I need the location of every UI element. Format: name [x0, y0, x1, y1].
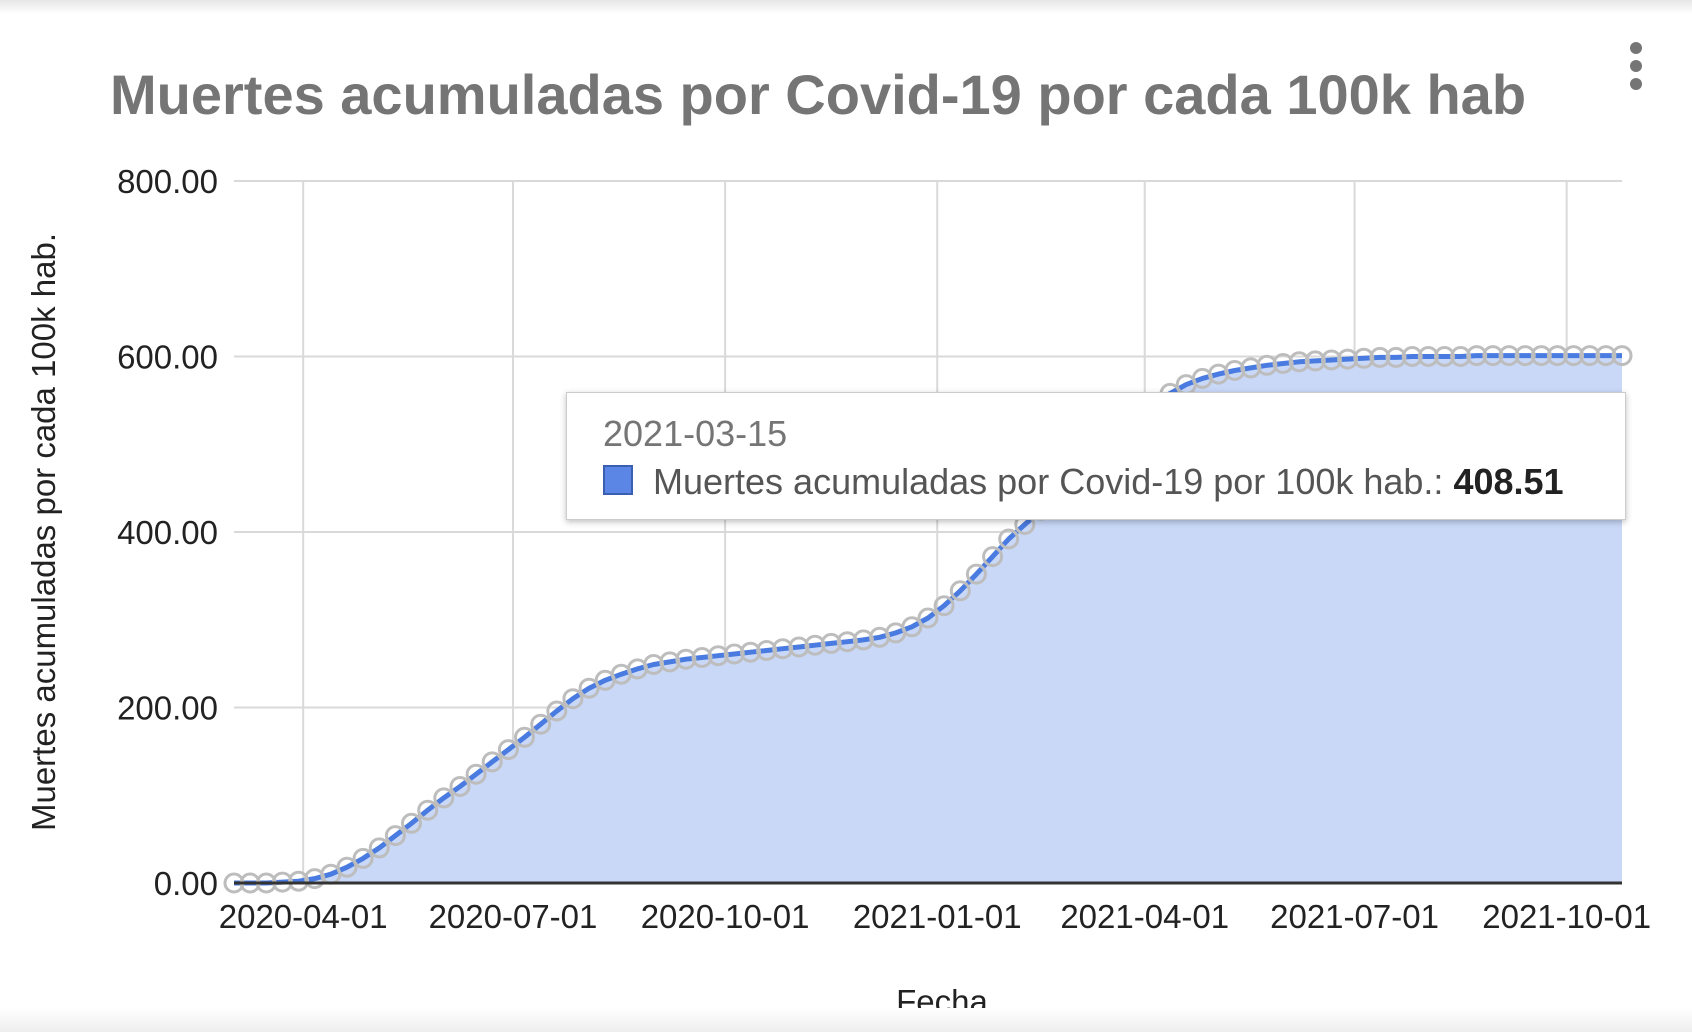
data-point: [1434, 346, 1455, 367]
y-tick-label: 400.00: [117, 514, 218, 551]
data-point: [1498, 345, 1520, 367]
data-point: [1337, 348, 1359, 370]
data-point: [917, 607, 939, 629]
x-tick-label: 2021-01-01: [853, 898, 1022, 935]
tooltip-swatch: [603, 465, 633, 495]
data-point: [740, 641, 761, 663]
data-point: [497, 739, 519, 761]
data-point: [401, 812, 422, 834]
data-point: [433, 787, 455, 809]
y-tick-label: 0.00: [154, 865, 218, 902]
series-line: [234, 353, 1622, 886]
tooltip-date: 2021-03-15: [603, 413, 788, 454]
data-point: [998, 528, 1020, 550]
data-point: [788, 636, 810, 658]
tooltip-row: Muertes acumuladas por Covid-19 por 100k…: [653, 461, 1564, 503]
data-point: [1304, 350, 1326, 372]
data-point: [723, 643, 745, 665]
tooltip: 2021-03-15 Muertes acumuladas por Covid-…: [566, 392, 1626, 520]
data-point: [691, 647, 713, 668]
data-point: [933, 595, 955, 617]
bottom-shade: [0, 1008, 1692, 1032]
tooltip-series-label: Muertes acumuladas por Covid-19 por 100k…: [653, 461, 1444, 502]
data-point: [1579, 345, 1601, 367]
data-point: [1611, 345, 1633, 367]
y-axis-title: Muertes acumuladas por cada 100k hab.: [25, 233, 62, 831]
data-point: [707, 645, 729, 667]
data-point: [1514, 345, 1536, 367]
data-point: [772, 638, 794, 660]
data-point: [1466, 345, 1488, 367]
chart-title: Muertes acumuladas por Covid-19 por cada…: [110, 63, 1527, 126]
data-point: [530, 713, 552, 735]
data-point: [578, 677, 600, 699]
data-point: [1321, 349, 1342, 371]
data-point: [1417, 346, 1439, 367]
x-tick-label: 2020-07-01: [429, 898, 598, 935]
data-point: [1288, 351, 1310, 373]
data-point: [465, 763, 487, 785]
data-point: [949, 580, 971, 602]
data-point: [417, 799, 439, 821]
data-point: [756, 640, 778, 661]
x-tick-label: 2021-10-01: [1482, 898, 1651, 935]
data-point: [1353, 347, 1375, 369]
data-point: [820, 632, 842, 654]
data-point: [449, 776, 471, 797]
data-point: [481, 751, 503, 773]
data-point: [1595, 345, 1617, 367]
data-point: [965, 563, 987, 585]
data-point: [901, 616, 923, 638]
tooltip-value: 408.51: [1453, 461, 1564, 502]
data-point: [514, 726, 535, 748]
y-tick-label: 600.00: [117, 339, 218, 376]
data-point: [1272, 353, 1294, 374]
data-point: [1546, 345, 1568, 367]
y-tick-label: 200.00: [117, 690, 218, 727]
data-point: [675, 648, 697, 670]
data-point: [1482, 345, 1504, 367]
data-point: [1563, 345, 1585, 367]
more-vert-icon[interactable]: [1622, 38, 1650, 94]
top-shade: [0, 0, 1692, 14]
data-point: [384, 825, 406, 847]
data-point: [1385, 346, 1407, 368]
x-tick-label: 2020-10-01: [641, 898, 810, 935]
data-point: [546, 700, 568, 722]
data-point: [836, 631, 858, 653]
data-point: [982, 546, 1004, 568]
data-point: [1450, 346, 1472, 367]
x-tick-label: 2021-04-01: [1060, 898, 1229, 935]
data-point: [1256, 354, 1278, 376]
data-point: [336, 856, 358, 878]
data-point: [1530, 345, 1552, 367]
data-point: [1401, 346, 1423, 367]
y-tick-label: 800.00: [117, 163, 218, 200]
data-point: [352, 847, 374, 869]
data-point: [804, 634, 826, 656]
x-tick-label: 2020-04-01: [219, 898, 388, 935]
data-point: [368, 837, 390, 859]
x-tick-label: 2021-07-01: [1270, 898, 1439, 935]
data-point: [1369, 346, 1391, 368]
data-point: [562, 688, 584, 710]
